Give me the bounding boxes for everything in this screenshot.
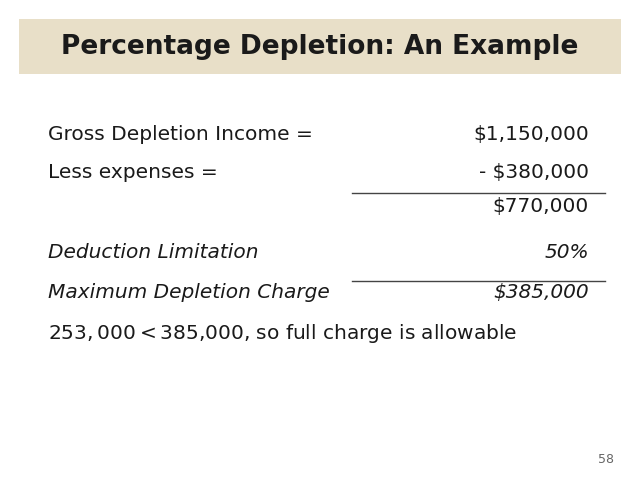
Text: $253,000 < $385,000, so full charge is allowable: $253,000 < $385,000, so full charge is a… — [48, 322, 517, 345]
Text: Gross Depletion Income =: Gross Depletion Income = — [48, 125, 313, 144]
Text: $385,000: $385,000 — [493, 283, 589, 302]
Text: Percentage Depletion: An Example: Percentage Depletion: An Example — [61, 34, 579, 60]
Text: Less expenses =: Less expenses = — [48, 163, 218, 182]
Text: - $380,000: - $380,000 — [479, 163, 589, 182]
Text: $1,150,000: $1,150,000 — [473, 125, 589, 144]
Text: Deduction Limitation: Deduction Limitation — [48, 242, 259, 262]
Bar — [19, 19, 621, 74]
Text: Maximum Depletion Charge: Maximum Depletion Charge — [48, 283, 330, 302]
Text: $770,000: $770,000 — [493, 197, 589, 216]
Text: 50%: 50% — [544, 242, 589, 262]
Text: 58: 58 — [598, 453, 614, 466]
